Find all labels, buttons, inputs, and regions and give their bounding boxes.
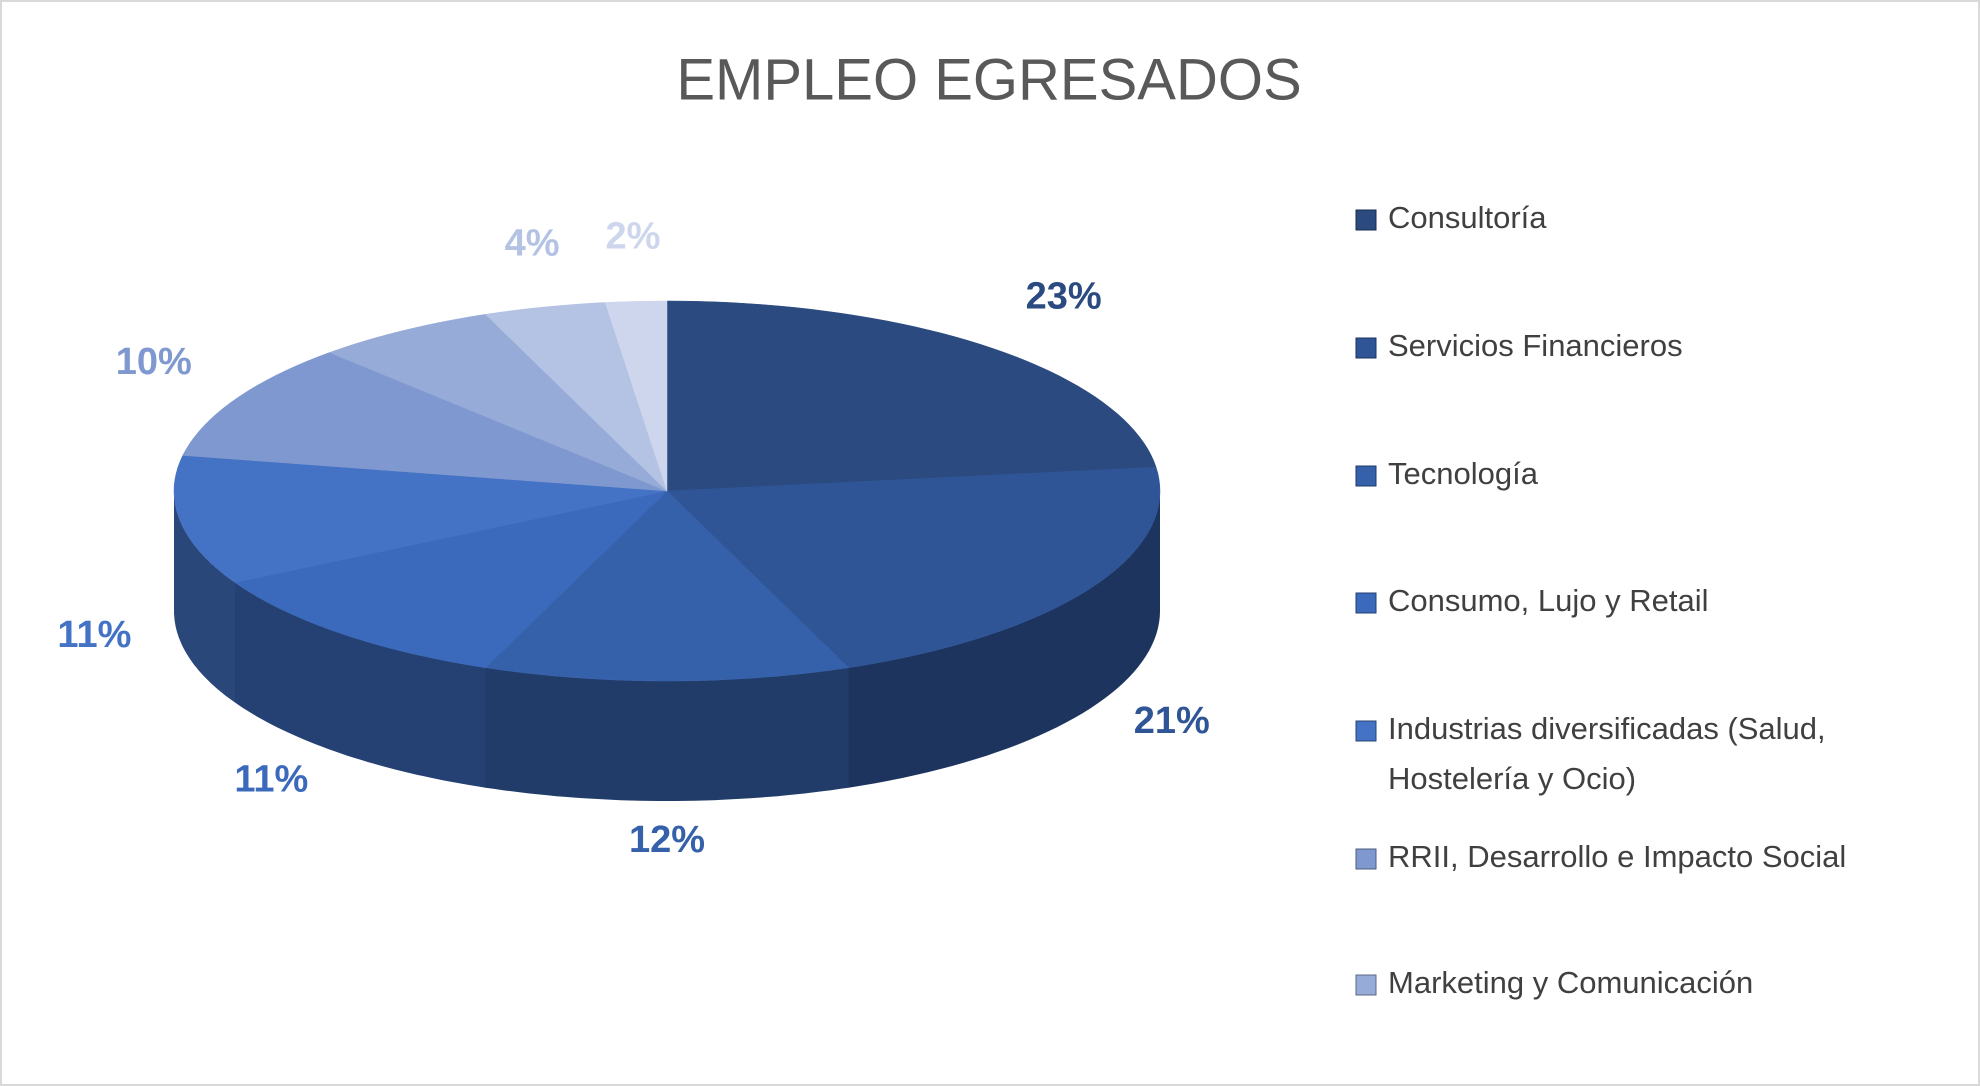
data-label: 21% — [1134, 700, 1210, 742]
data-label: 11% — [57, 614, 131, 656]
data-label: 23% — [1026, 276, 1102, 318]
slice — [328, 314, 668, 492]
slice — [234, 490, 668, 668]
data-label: 12% — [629, 819, 705, 861]
slice — [173, 455, 668, 583]
slice-side — [174, 491, 235, 703]
chart-title: EMPLEO EGRESADOS — [676, 47, 1301, 112]
slice — [604, 300, 668, 492]
slice — [666, 300, 1157, 492]
slice — [666, 466, 1161, 668]
legend-label: Consumo, Lujo y Retail — [1388, 583, 1709, 618]
slice — [484, 490, 850, 682]
legend-label: Consultoría — [1388, 200, 1547, 235]
legend-marker — [1355, 337, 1377, 359]
legend-label: Industrias diversificadas (Salud, Hostele… — [1388, 711, 1826, 796]
data-label: 4% — [505, 222, 560, 264]
slice-side — [235, 582, 486, 788]
legend-marker — [1355, 848, 1377, 870]
slice-side — [485, 667, 849, 801]
legend-label: Tecnología — [1388, 456, 1539, 491]
legend-label: Servicios Financieros — [1388, 328, 1683, 363]
legend-label: RRII, Desarrollo e Impacto Social — [1388, 839, 1846, 874]
legend-marker — [1355, 209, 1377, 231]
slice — [484, 302, 668, 492]
legend-marker — [1355, 592, 1377, 614]
legend-label: Marketing y Comunicación — [1388, 965, 1753, 1000]
data-label: 11% — [234, 758, 308, 800]
data-label: 2% — [605, 215, 660, 257]
legend-marker — [1355, 465, 1377, 487]
slice — [182, 352, 668, 492]
legend-marker — [1355, 974, 1377, 996]
data-label: 10% — [116, 341, 192, 383]
legend-label-line: Industrias diversificadas (Salud, — [1388, 711, 1826, 746]
legend-label-line: Hostelería y Ocio) — [1388, 761, 1636, 796]
legend-marker — [1355, 720, 1377, 742]
slice-side — [848, 491, 1160, 788]
